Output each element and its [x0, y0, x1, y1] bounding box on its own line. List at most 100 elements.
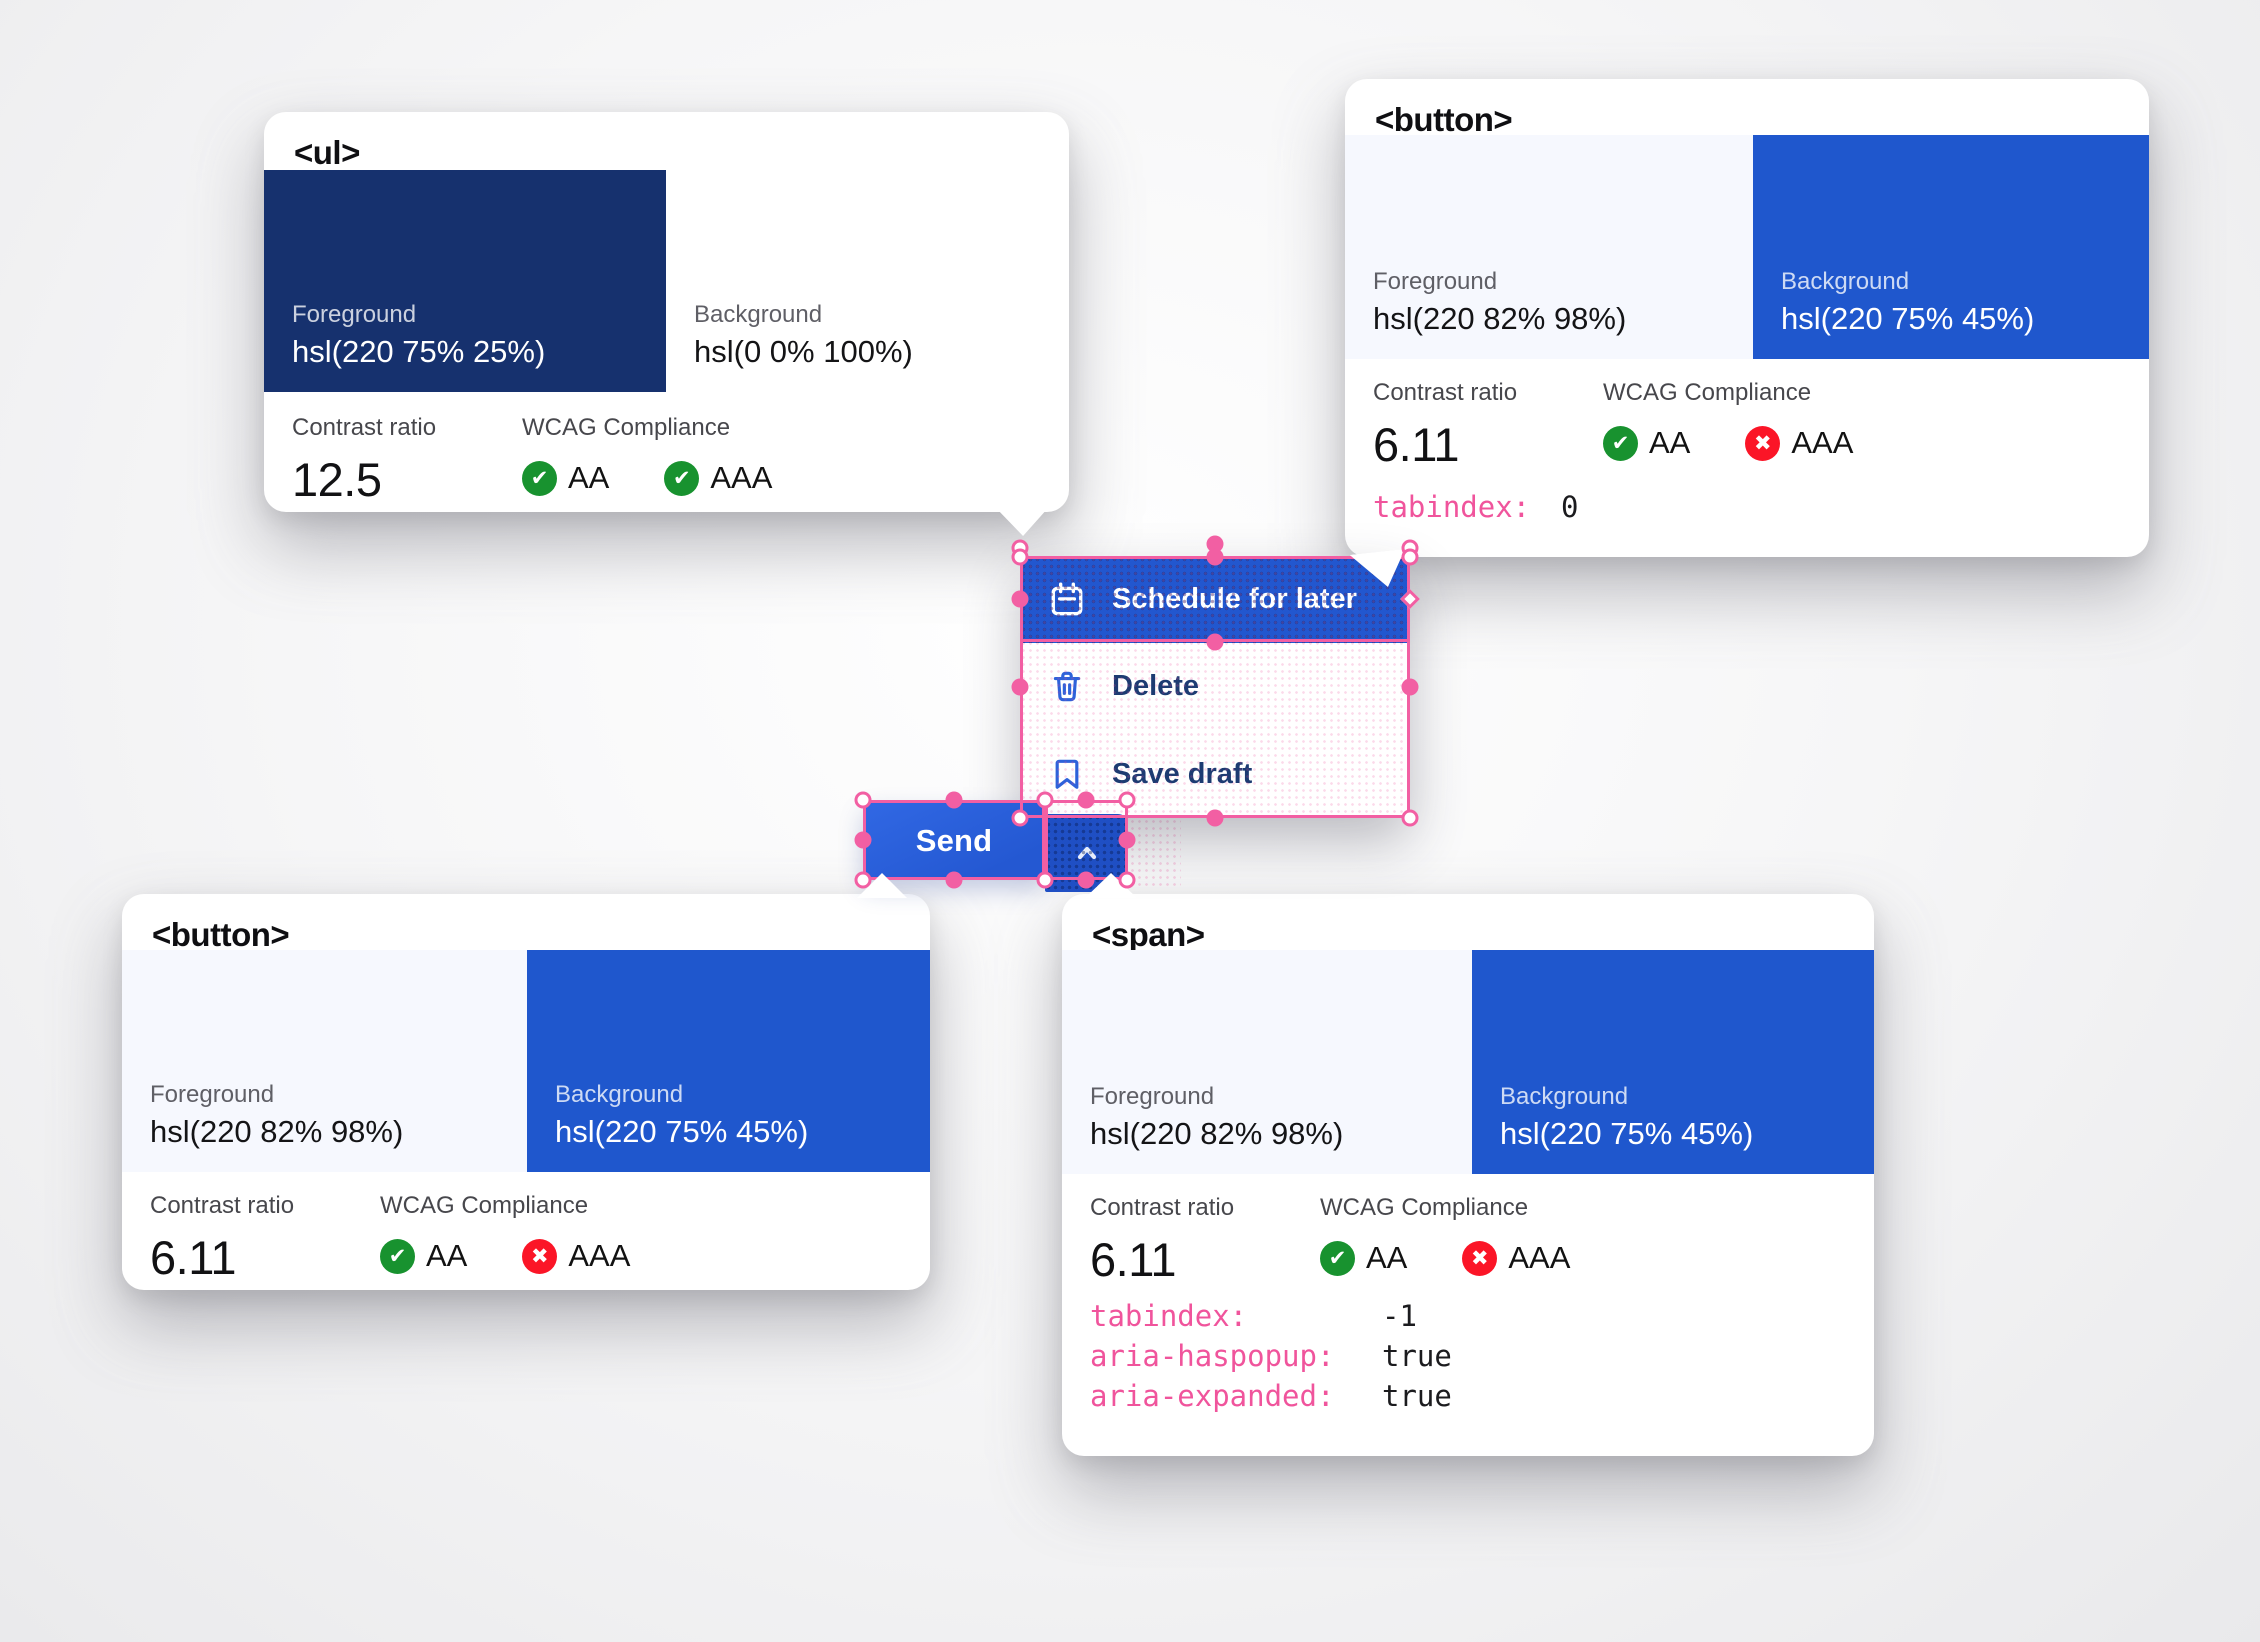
background-swatch: Background hsl(220 75% 45%): [1472, 950, 1874, 1174]
a11y-tooltip-span: <span> Foreground hsl(220 82% 98%) Backg…: [1062, 894, 1874, 1456]
aaa-status-icon: ✔: [664, 460, 700, 496]
wcag-block: WCAG Compliance ✔ AA ✖ AAA: [1320, 1194, 1570, 1276]
element-tag: <ul>: [294, 134, 360, 171]
contrast-ratio-label: Contrast ratio: [1373, 379, 1518, 406]
selection-handle[interactable]: [1206, 535, 1224, 553]
selection-handle[interactable]: [1401, 548, 1419, 566]
selection-handle[interactable]: [945, 791, 963, 809]
attribute-value: 0: [1561, 490, 1579, 524]
tooltip-pointer-ul: [996, 508, 1048, 536]
chevron-up-icon: [1077, 846, 1096, 860]
selection-handle[interactable]: [1401, 678, 1419, 696]
wcag-compliance-label: WCAG Compliance: [522, 414, 731, 441]
a11y-tooltip-button-bottom: <button> Foreground hsl(220 82% 98%) Bac…: [122, 894, 930, 1290]
bookmark-icon: [1055, 760, 1079, 790]
aaa-status-icon: ✖: [1462, 1240, 1498, 1276]
aa-label: AA: [1649, 425, 1691, 460]
aaa-label: AAA: [568, 1238, 631, 1273]
contrast-ratio-value: 12.5: [292, 453, 382, 506]
contrast-ratio-value: 6.11: [150, 1231, 237, 1284]
color-swatches: Foreground hsl(220 82% 98%) Background h…: [122, 950, 930, 1172]
aria-attributes: tabindex: 0: [1373, 487, 1578, 527]
background-label: Background: [1781, 268, 1910, 295]
menu-item-label: Schedule for later: [1112, 583, 1357, 616]
attribute-name: tabindex:: [1090, 1299, 1248, 1333]
color-swatches: Foreground hsl(220 82% 98%) Background h…: [1062, 950, 1874, 1174]
contrast-ratio-value: 6.11: [1373, 418, 1460, 471]
selection-handle[interactable]: [1118, 831, 1136, 849]
menu-item-save-draft[interactable]: Save draft: [1020, 731, 1410, 818]
aa-label: AA: [568, 460, 610, 495]
attribute-row: aria-expanded: true: [1090, 1376, 1452, 1416]
contrast-footer: Contrast ratio 6.11 WCAG Compliance ✔ AA…: [1090, 1194, 1846, 1287]
selection-handle[interactable]: [1206, 809, 1224, 827]
aaa-label: AAA: [1791, 425, 1854, 460]
selection-handle[interactable]: [1011, 809, 1029, 827]
foreground-value: hsl(220 75% 25%): [292, 334, 546, 369]
attribute-value: true: [1382, 1379, 1452, 1413]
aa-status-icon: ✔: [380, 1238, 415, 1274]
contrast-ratio-label: Contrast ratio: [1090, 1194, 1235, 1221]
selection-handle[interactable]: [1011, 590, 1029, 608]
wcag-compliance-label: WCAG Compliance: [1603, 379, 1812, 406]
contrast-footer: Contrast ratio 6.11 WCAG Compliance ✔ AA…: [1373, 379, 2121, 472]
background-value: hsl(220 75% 45%): [1500, 1116, 1754, 1151]
foreground-swatch: Foreground hsl(220 82% 98%): [122, 950, 527, 1172]
background-value: hsl(220 75% 45%): [555, 1114, 809, 1149]
selection-handle[interactable]: [1206, 548, 1224, 566]
foreground-swatch: Foreground hsl(220 75% 25%): [264, 170, 666, 392]
selection-handle[interactable]: [1118, 791, 1136, 809]
wcag-compliance-label: WCAG Compliance: [1320, 1194, 1529, 1221]
menu-item-delete[interactable]: Delete: [1020, 643, 1410, 730]
selection-handle[interactable]: [1077, 871, 1095, 889]
foreground-label: Foreground: [150, 1081, 275, 1108]
selection-handle[interactable]: [1206, 633, 1224, 651]
contrast-footer: Contrast ratio 12.5 WCAG Compliance ✔ AA…: [292, 414, 1041, 507]
selection-handle[interactable]: [1077, 791, 1095, 809]
send-button-label: Send: [915, 823, 993, 858]
wcag-block: WCAG Compliance ✔ AA ✖ AAA: [380, 1192, 630, 1274]
background-value: hsl(220 75% 45%): [1781, 301, 2035, 336]
foreground-value: hsl(220 82% 98%): [150, 1114, 404, 1149]
selection-handle[interactable]: [945, 871, 963, 889]
selection-handle[interactable]: [1036, 871, 1054, 889]
background-swatch: Background hsl(220 75% 45%): [1753, 135, 2149, 359]
selection-handle[interactable]: [854, 791, 872, 809]
aa-status-icon: ✔: [1320, 1240, 1355, 1276]
attribute-row: tabindex: 0: [1373, 487, 1578, 527]
foreground-swatch: Foreground hsl(220 82% 98%): [1345, 135, 1753, 359]
selection-handle[interactable]: [1401, 809, 1419, 827]
selection-handle[interactable]: [854, 871, 872, 889]
menu-item-schedule-for-later[interactable]: Schedule for later: [1020, 556, 1410, 644]
attribute-value: -1: [1382, 1299, 1417, 1333]
selection-handle[interactable]: [1011, 678, 1029, 696]
background-swatch: Background hsl(0 0% 100%): [666, 170, 1069, 392]
selection-handle[interactable]: [854, 831, 872, 849]
selection-handle[interactable]: [1118, 871, 1136, 889]
aaa-label: AAA: [1508, 1240, 1571, 1275]
color-swatches: Foreground hsl(220 75% 25%) Background h…: [264, 170, 1069, 392]
calendar-icon: [1051, 582, 1083, 616]
attribute-name: tabindex:: [1373, 490, 1531, 524]
attribute-row: aria-haspopup: true: [1090, 1336, 1452, 1376]
menu-item-label: Save draft: [1112, 757, 1253, 790]
trash-icon: [1053, 671, 1081, 702]
a11y-tooltip-button-top: <button> Foreground hsl(220 82% 98%) Bac…: [1345, 79, 2149, 557]
selection-handle[interactable]: [1036, 791, 1054, 809]
attribute-row: tabindex: -1: [1090, 1296, 1452, 1336]
element-tag: <button>: [152, 916, 290, 953]
background-swatch: Background hsl(220 75% 45%): [527, 950, 930, 1172]
contrast-footer: Contrast ratio 6.11 WCAG Compliance ✔ AA…: [150, 1192, 902, 1285]
aria-attributes: tabindex: -1 aria-haspopup: true aria-ex…: [1090, 1296, 1452, 1416]
foreground-label: Foreground: [292, 301, 417, 328]
aa-label: AA: [1366, 1240, 1408, 1275]
wcag-block: WCAG Compliance ✔ AA ✔ AAA: [522, 414, 772, 496]
wcag-block: WCAG Compliance ✔ AA ✖ AAA: [1603, 379, 1853, 461]
color-swatches: Foreground hsl(220 82% 98%) Background h…: [1345, 135, 2149, 359]
attribute-name: aria-haspopup:: [1090, 1339, 1335, 1373]
attribute-value: true: [1382, 1339, 1452, 1373]
selection-handle[interactable]: [1011, 548, 1029, 566]
foreground-value: hsl(220 82% 98%): [1090, 1116, 1344, 1151]
wcag-compliance-label: WCAG Compliance: [380, 1192, 589, 1219]
